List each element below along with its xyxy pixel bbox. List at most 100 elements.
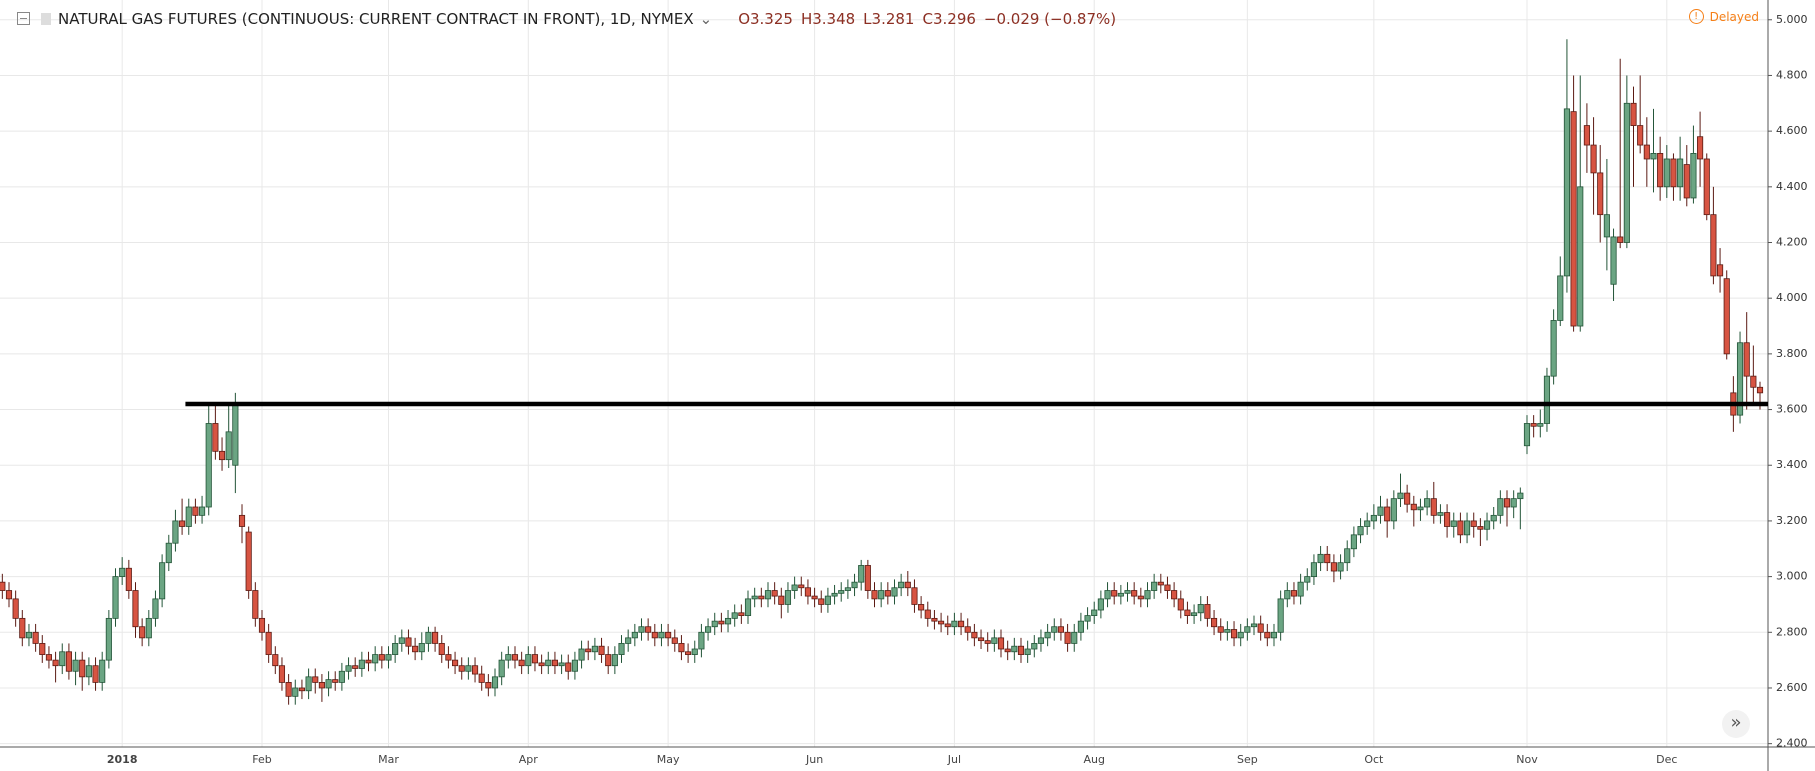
candle-body — [1583, 125, 1590, 146]
candle-body — [52, 659, 59, 667]
candle-body — [1037, 637, 1045, 644]
candle-body — [804, 587, 811, 597]
status-text: Delayed — [1709, 9, 1759, 24]
candle-body — [1610, 236, 1617, 285]
candle-body — [358, 659, 365, 669]
candle-body — [718, 620, 725, 625]
x-tick-label: Jun — [805, 753, 823, 766]
candle-body — [698, 631, 705, 650]
candle-body — [1523, 423, 1531, 447]
candle-body — [751, 595, 758, 600]
candle-body — [478, 673, 485, 683]
candle-body — [1470, 520, 1477, 527]
candle-body — [292, 687, 299, 697]
x-tick-label: Oct — [1364, 753, 1384, 766]
candle-body — [1071, 631, 1078, 644]
candle-body — [1670, 158, 1677, 188]
candle-body — [165, 542, 172, 564]
candle-body — [1111, 590, 1118, 597]
dropdown-caret[interactable]: ⌄ — [699, 10, 713, 28]
candle-body — [1697, 136, 1704, 160]
candle-body — [1497, 498, 1504, 516]
candle-body — [445, 654, 452, 661]
candle-body — [931, 617, 938, 622]
candle-body — [145, 617, 152, 639]
candle-body — [258, 617, 266, 633]
candle-body — [452, 659, 459, 667]
candle-body — [1031, 643, 1038, 650]
candle-body — [1244, 626, 1251, 633]
candle-body — [398, 637, 405, 644]
candle-body — [1131, 590, 1138, 597]
x-tick-label: Sep — [1237, 753, 1258, 766]
candle-body — [585, 648, 592, 653]
scroll-right-button[interactable]: » — [1722, 710, 1750, 738]
candle-body — [19, 617, 26, 639]
candle-body — [12, 598, 19, 619]
candle-body — [1597, 172, 1604, 216]
candle-body — [312, 676, 319, 683]
candle-body — [558, 662, 565, 667]
x-tick-label: May — [657, 753, 680, 766]
candle-body — [372, 654, 379, 664]
candle-body — [79, 659, 86, 678]
candle-body — [385, 654, 392, 661]
candle-body — [438, 643, 445, 655]
candle-body — [791, 584, 798, 591]
candle-body — [1677, 158, 1684, 188]
candle-body — [172, 520, 179, 544]
candle-body — [771, 590, 778, 597]
candle-body — [565, 662, 572, 672]
candle-body — [858, 565, 865, 583]
y-tick-label: 4.400 — [1776, 180, 1808, 193]
candle-body — [571, 659, 578, 672]
candle-body — [984, 640, 991, 644]
candle-body — [471, 665, 479, 675]
y-tick-label: 4.800 — [1776, 68, 1808, 81]
candle-body — [92, 665, 99, 683]
candle-body — [1550, 320, 1557, 377]
candle-body — [1756, 386, 1764, 394]
candle-body — [1663, 158, 1670, 188]
candle-body — [1137, 595, 1144, 600]
candle-body — [1290, 590, 1298, 597]
candle-body — [1324, 553, 1331, 564]
candle-body — [1424, 498, 1431, 508]
candle-body — [465, 665, 472, 672]
candle-body — [991, 637, 998, 644]
candle-body — [5, 590, 13, 600]
legend-low: L3.281 — [863, 10, 915, 28]
candle-body — [1370, 514, 1377, 522]
candle-body — [132, 590, 139, 628]
candle-body — [1603, 214, 1610, 238]
collapse-icon[interactable] — [16, 11, 32, 27]
candle-body — [1683, 164, 1690, 199]
status: ! Delayed — [1688, 9, 1759, 24]
candle-body — [1510, 498, 1517, 508]
candle-body — [591, 645, 598, 653]
candle-body — [1650, 153, 1657, 160]
candle-body — [152, 598, 159, 619]
candle-body — [1457, 520, 1464, 536]
candle-body — [1064, 631, 1071, 644]
candle-body — [1623, 102, 1630, 243]
candle-body — [1344, 548, 1351, 564]
candle-body — [1397, 492, 1404, 500]
candle-body — [1736, 342, 1744, 416]
candle-body — [1590, 144, 1597, 174]
candle-body — [39, 643, 46, 655]
candle-body — [325, 679, 332, 689]
status-icon: ! — [1688, 9, 1704, 24]
candle-body — [245, 531, 252, 591]
candle-body — [758, 595, 765, 600]
candle-body — [864, 565, 871, 591]
y-tick-label: 4.600 — [1776, 124, 1808, 137]
candle-body — [352, 665, 359, 669]
x-tick-label: Apr — [519, 753, 539, 766]
candle-body — [412, 645, 419, 653]
y-tick-label: 2.600 — [1776, 681, 1808, 694]
y-tick-label: 3.800 — [1776, 347, 1808, 360]
candle-body — [744, 598, 752, 616]
candle-body — [1091, 609, 1098, 616]
